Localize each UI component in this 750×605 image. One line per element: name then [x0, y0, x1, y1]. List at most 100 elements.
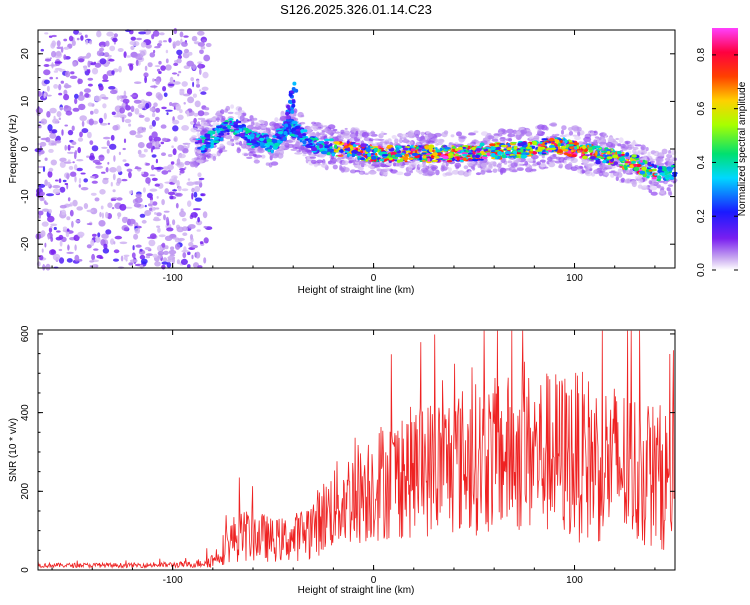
spectrogram-noise-point: [170, 161, 175, 165]
spectrogram-noise-point: [72, 161, 75, 164]
spectrogram-halo-point: [208, 117, 216, 121]
spectrogram-halo-point: [214, 112, 223, 117]
spectrogram-noise-point: [93, 108, 99, 115]
spectrogram-noise-point: [110, 134, 115, 141]
spectrogram-noise-point: [124, 206, 133, 209]
spectrogram-ridge-point: [367, 145, 371, 148]
spectrogram-noise-point: [87, 83, 93, 87]
spectrogram-halo-point: [581, 169, 585, 174]
spectrogram-halo-point: [459, 135, 467, 140]
spectrogram-noise-point: [161, 242, 166, 248]
spectrogram-ridge-point: [404, 153, 409, 157]
spectrogram-noise-point: [135, 244, 142, 248]
spectrogram-halo-point: [427, 132, 434, 139]
spectrogram-halo-point: [431, 166, 437, 171]
spectrogram-halo-point: [470, 166, 475, 170]
spectrogram-halo-point: [279, 115, 288, 122]
spectrogram-halo-point: [539, 162, 547, 168]
spectrogram-noise-point: [133, 99, 142, 104]
spectrogram-noise-point: [121, 116, 125, 123]
spectrogram-spike-point: [288, 99, 292, 104]
spectrogram-ytick-label: -20: [20, 237, 31, 252]
spectrogram-noise-point: [91, 180, 98, 184]
spectrogram-halo-point: [456, 131, 462, 137]
spectrogram-halo-point: [589, 168, 593, 172]
spectrogram-noise-point: [101, 96, 109, 100]
spectrogram-noise-point: [122, 98, 130, 104]
spectrogram-noise-point: [145, 255, 151, 259]
spectrogram-noise-point: [118, 65, 122, 73]
spectrogram-noise-point: [163, 40, 167, 43]
spectrogram-halo-point: [598, 141, 607, 145]
spectrogram-ridge-point: [541, 152, 547, 155]
spectrogram-ridge-point: [240, 132, 245, 137]
spectrogram-ridge-point: [337, 154, 343, 157]
spectrogram-halo-point: [441, 131, 448, 138]
spectrogram-noise-point: [112, 189, 116, 193]
spectrogram-halo-point: [253, 159, 260, 164]
spectrogram-noise-point: [129, 41, 135, 45]
spectrogram-noise-point: [65, 70, 71, 78]
spectrogram-noise-point: [47, 215, 55, 223]
spectrogram-noise-point: [195, 220, 203, 226]
spectrogram-halo-point: [615, 137, 619, 141]
spectrogram-noise-point: [68, 35, 74, 42]
spectrogram-noise-point: [63, 93, 70, 101]
spectrogram-noise-point: [172, 125, 179, 132]
spectrogram-noise-point: [181, 217, 187, 222]
spectrogram-halo-point: [418, 170, 423, 175]
spectrogram-noise-point: [90, 239, 95, 246]
spectrogram-noise-point: [50, 236, 54, 242]
spectrogram-halo-point: [508, 166, 516, 173]
spectrogram-ridge-point: [309, 142, 313, 145]
spectrogram-halo-point: [548, 161, 556, 168]
spectrogram-ridge-point: [461, 153, 468, 157]
spectrogram-ridge-point: [371, 155, 377, 160]
spectrogram-noise-point: [171, 145, 174, 148]
spectrogram-noise-point: [109, 167, 117, 173]
spectrogram-ridge-point: [360, 143, 367, 148]
spectrogram-noise-point: [156, 245, 163, 252]
spectrogram-halo-point: [496, 163, 502, 168]
spectrogram-ridge-point: [299, 137, 306, 140]
spectrogram-ridge-point: [527, 155, 533, 157]
spectrogram-ridge-point: [302, 140, 307, 145]
spectrogram-ridge-point: [544, 142, 548, 145]
spectrogram-ridge-point: [479, 142, 485, 147]
spectrogram-noise-point: [59, 186, 66, 193]
spectrogram-halo-point: [209, 124, 213, 127]
spectrogram-ridge-point: [428, 144, 435, 149]
spectrogram-noise-point: [69, 202, 74, 207]
spectrogram-noise-point: [74, 244, 77, 251]
spectrogram-ridge-point: [579, 150, 583, 153]
spectrogram-noise-point: [149, 188, 158, 192]
spectrogram-ridge-point: [407, 157, 414, 161]
spectrogram-noise-point: [98, 154, 105, 162]
spectrogram-noise-point: [80, 35, 84, 41]
spectrogram-ridge-point: [386, 155, 390, 159]
spectrogram-ridge-point: [294, 125, 300, 129]
spectrogram-halo-point: [260, 123, 266, 126]
spectrogram-halo-point: [600, 145, 607, 148]
spectrogram-ridge-point: [539, 146, 546, 150]
spectrogram-noise-point: [119, 241, 128, 245]
spectrogram-points: [34, 27, 678, 271]
spectrogram-noise-point: [152, 201, 158, 206]
spectrogram-noise-point: [119, 114, 127, 119]
spectrogram-noise-point: [56, 50, 62, 57]
spectrogram-halo-point: [609, 136, 614, 142]
spectrogram-noise-point: [97, 232, 101, 238]
spectrogram-noise-point: [47, 124, 53, 132]
spectrogram-ridge-point: [642, 159, 646, 163]
spectrogram-ridge-point: [520, 148, 524, 153]
spectrogram-noise-point: [194, 197, 203, 202]
spectrogram-noise-point: [192, 208, 201, 211]
spectrogram-noise-point: [167, 154, 173, 157]
spectrogram-noise-point: [114, 235, 123, 240]
spectrogram-halo-point: [552, 153, 557, 158]
spectrogram-noise-point: [179, 31, 184, 38]
spectrogram-spike-point: [291, 87, 296, 91]
spectrogram-noise-point: [72, 61, 77, 67]
spectrogram-noise-point: [196, 83, 200, 88]
spectrogram-noise-point: [190, 212, 198, 218]
